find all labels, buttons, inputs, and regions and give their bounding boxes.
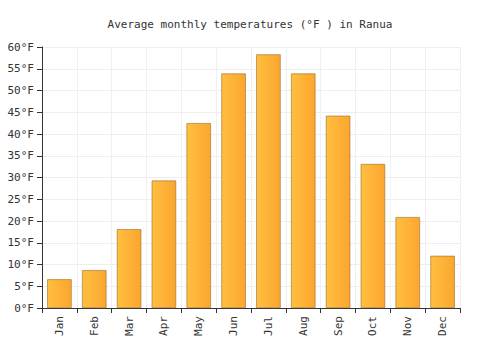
svg-text:Jun: Jun <box>227 316 240 336</box>
svg-text:Apr: Apr <box>157 316 170 336</box>
svg-text:30°F: 30°F <box>8 171 35 184</box>
svg-text:Jan: Jan <box>53 316 66 336</box>
svg-text:35°F: 35°F <box>8 149 35 162</box>
svg-text:Oct: Oct <box>366 316 379 336</box>
svg-text:25°F: 25°F <box>8 193 35 206</box>
svg-text:May: May <box>192 316 205 336</box>
svg-text:Aug: Aug <box>297 316 310 336</box>
svg-text:0°F: 0°F <box>14 302 34 315</box>
svg-text:Mar: Mar <box>123 316 136 336</box>
svg-text:45°F: 45°F <box>8 106 35 119</box>
svg-text:40°F: 40°F <box>8 128 35 141</box>
svg-text:Feb: Feb <box>88 316 101 336</box>
svg-text:55°F: 55°F <box>8 62 35 75</box>
svg-text:60°F: 60°F <box>8 41 35 54</box>
svg-text:Average monthly temperatures (: Average monthly temperatures (°F ) in Ra… <box>108 18 393 31</box>
svg-text:15°F: 15°F <box>8 236 35 249</box>
svg-text:50°F: 50°F <box>8 84 35 97</box>
svg-text:Jul: Jul <box>262 316 275 336</box>
svg-text:5°F: 5°F <box>14 280 34 293</box>
svg-text:20°F: 20°F <box>8 215 35 228</box>
svg-text:Sep: Sep <box>332 316 345 336</box>
svg-text:10°F: 10°F <box>8 258 35 271</box>
svg-text:Dec: Dec <box>436 316 449 336</box>
svg-text:Nov: Nov <box>401 316 414 336</box>
